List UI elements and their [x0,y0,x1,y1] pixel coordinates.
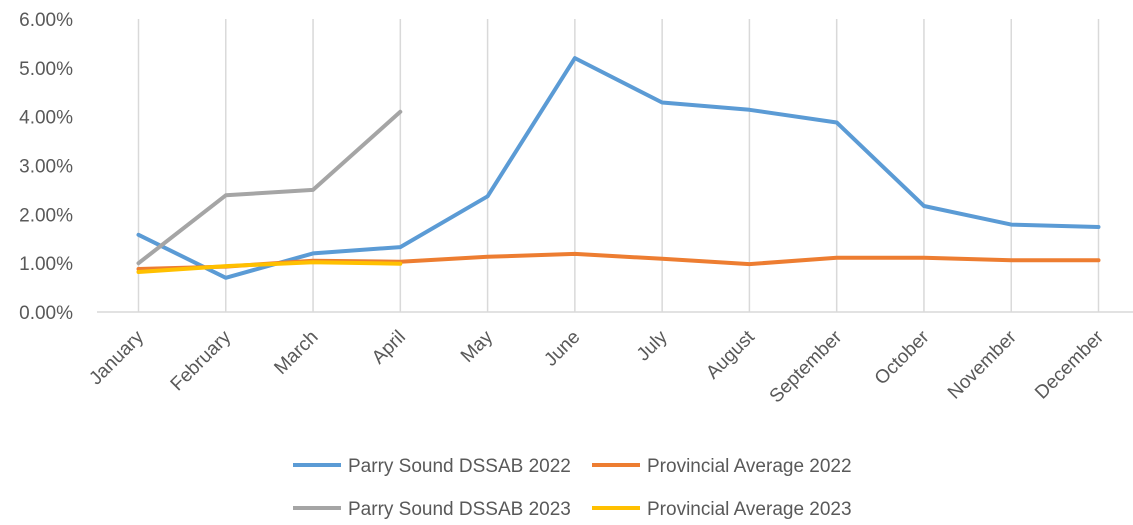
legend-label-2: Provincial Average 2022 [647,456,852,477]
legend-label-1: Parry Sound DSSAB 2022 [348,456,571,477]
legend-label-3: Parry Sound DSSAB 2023 [348,499,571,520]
x-tick-label-october: October [871,326,934,389]
series-line-1 [136,56,1101,280]
y-tick-label: 0.00% [19,303,73,324]
y-tick-label: 1.00% [19,254,73,275]
x-tick-label-august: August [702,326,759,383]
x-tick-label-february: February [167,326,236,395]
x-tick-label-july: July [633,326,672,365]
y-tick-label: 6.00% [19,10,73,31]
y-tick-label: 2.00% [19,205,73,226]
y-axis-tick-labels: 0.00% 1.00% 2.00% 3.00% 4.00% 5.00% 6.00% [19,10,73,324]
x-tick-label-september: September [766,326,847,407]
legend-label-4: Provincial Average 2023 [647,499,852,520]
y-tick-label: 3.00% [19,157,73,178]
series-line-2 [136,251,1101,271]
gridlines [97,19,1133,313]
x-tick-label-may: May [457,326,498,367]
x-tick-label-december: December [1031,326,1108,403]
x-tick-label-april: April [368,327,410,369]
legend: Parry Sound DSSAB 2022 Provincial Average… [293,456,852,520]
y-tick-label: 5.00% [19,59,73,80]
x-tick-label-november: November [944,326,1021,403]
series-lines [136,56,1101,280]
series-line-4 [136,260,403,274]
y-tick-label: 4.00% [19,108,73,129]
x-tick-label-march: March [270,327,322,379]
x-tick-label-january: January [85,326,148,389]
x-tick-label-june: June [540,327,584,371]
x-axis-tick-labels: January February March April May June July Augu… [85,326,1108,407]
series-line-3 [136,109,403,266]
